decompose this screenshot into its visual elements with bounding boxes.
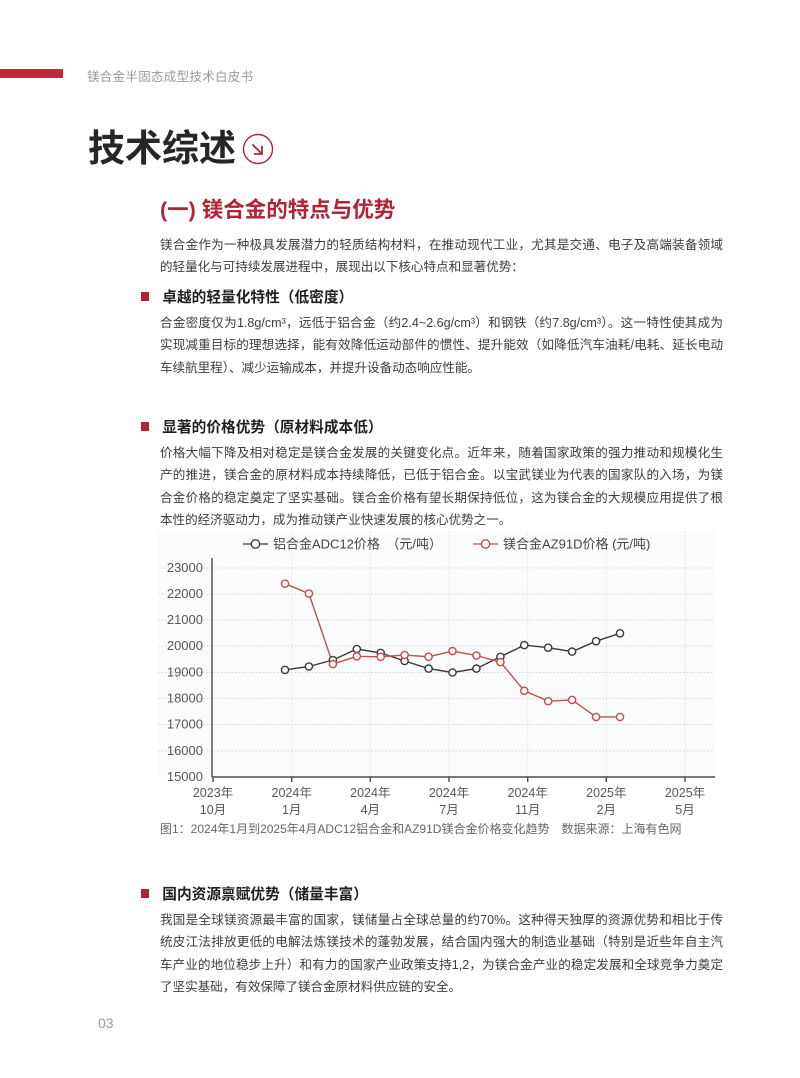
svg-text:2023年: 2023年 (193, 786, 233, 800)
svg-text:2024年: 2024年 (272, 786, 312, 800)
svg-text:19000: 19000 (167, 665, 203, 680)
svg-text:5月: 5月 (675, 803, 694, 817)
svg-text:1月: 1月 (282, 803, 301, 817)
svg-text:22000: 22000 (167, 586, 203, 601)
svg-text:2025年: 2025年 (665, 786, 705, 800)
svg-text:18000: 18000 (167, 691, 203, 706)
svg-text:16000: 16000 (167, 743, 203, 758)
svg-text:2024年: 2024年 (508, 786, 548, 800)
svg-text:20000: 20000 (167, 638, 203, 653)
svg-text:17000: 17000 (167, 717, 203, 732)
svg-text:7月: 7月 (439, 803, 458, 817)
svg-text:2024年: 2024年 (429, 786, 469, 800)
svg-text:2月: 2月 (597, 803, 616, 817)
svg-text:2025年: 2025年 (586, 786, 626, 800)
svg-text:4月: 4月 (361, 803, 380, 817)
svg-text:2024年: 2024年 (350, 786, 390, 800)
svg-text:铝合金ADC12价格 （元/吨）: 铝合金ADC12价格 （元/吨） (273, 537, 442, 552)
svg-text:23000: 23000 (167, 560, 203, 575)
svg-text:21000: 21000 (167, 612, 203, 627)
svg-text:15000: 15000 (167, 769, 203, 784)
svg-text:镁合金AZ91D价格 (元/吨): 镁合金AZ91D价格 (元/吨) (503, 537, 650, 552)
svg-text:10月: 10月 (200, 803, 226, 817)
svg-text:11月: 11月 (515, 803, 540, 817)
